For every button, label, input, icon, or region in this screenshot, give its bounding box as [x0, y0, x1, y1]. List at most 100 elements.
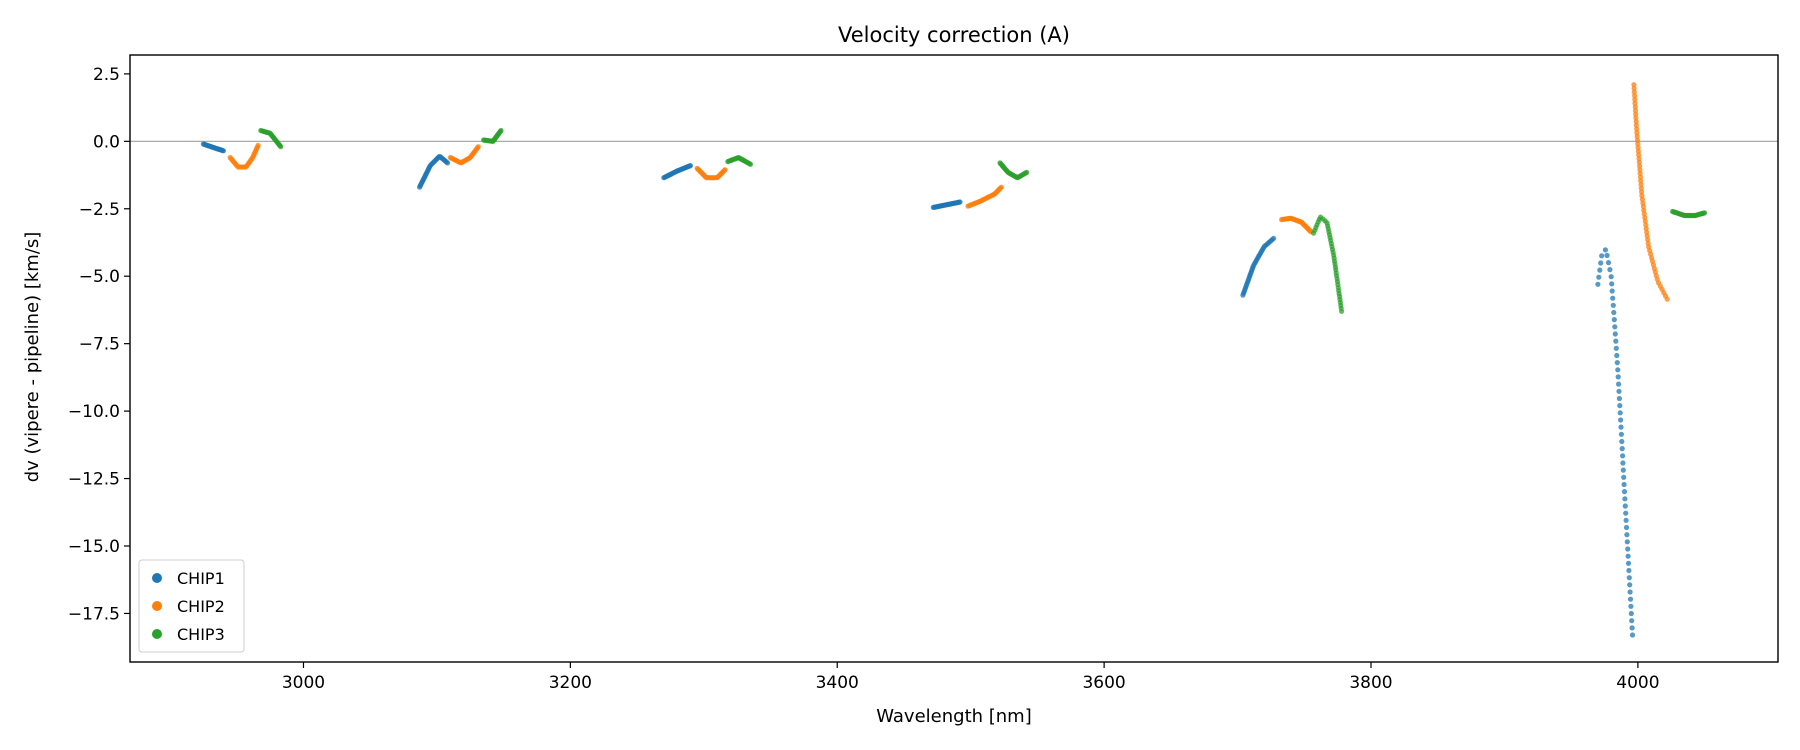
data-point [1609, 288, 1615, 294]
data-point [722, 167, 728, 173]
legend-label: CHIP2 [177, 597, 225, 616]
data-point [1608, 274, 1614, 280]
x-tick-label: 3400 [816, 673, 859, 693]
data-point [1595, 281, 1601, 287]
data-point [1610, 295, 1616, 301]
data-point [957, 199, 963, 205]
data-point [1339, 308, 1345, 314]
data-point [1634, 137, 1641, 143]
series-chip1 [200, 141, 1636, 638]
data-point [1611, 309, 1617, 316]
data-point [1615, 367, 1621, 373]
data-point [1635, 148, 1641, 154]
data-point [1631, 89, 1637, 95]
data-point [1628, 610, 1634, 617]
data-point [1609, 281, 1615, 287]
x-tick-label: 4000 [1616, 673, 1659, 693]
legend-marker [152, 573, 162, 583]
data-point [475, 144, 481, 150]
data-point [1614, 360, 1620, 366]
data-point [1621, 474, 1627, 480]
data-point [1633, 119, 1639, 125]
data-point [1620, 460, 1626, 466]
data-point [1620, 453, 1626, 459]
data-point [1598, 260, 1604, 266]
data-point [1638, 181, 1644, 188]
x-tick-label: 3800 [1349, 673, 1392, 693]
data-point [1636, 152, 1642, 158]
data-point [1596, 274, 1602, 280]
y-tick-label: −15.0 [68, 537, 120, 557]
data-point [1604, 252, 1610, 259]
data-point [1633, 111, 1639, 117]
data-point [747, 161, 754, 167]
series-chip3 [258, 127, 1708, 314]
data-point [1615, 374, 1621, 380]
legend: CHIP1 CHIP2 CHIP3 [138, 559, 245, 653]
data-point [1597, 267, 1603, 273]
legend-box [138, 559, 245, 653]
data-point [1634, 126, 1640, 132]
data-point [1614, 352, 1620, 359]
data-point [1622, 496, 1628, 502]
data-point [1632, 93, 1638, 99]
data-point [1638, 178, 1644, 184]
data-point [1627, 589, 1633, 595]
data-point [1634, 133, 1640, 140]
data-point [1619, 438, 1625, 445]
data-point [1624, 539, 1630, 545]
data-point [1627, 596, 1634, 602]
data-point [1631, 82, 1637, 88]
y-tick-label: −10.0 [68, 402, 120, 422]
data-points [200, 82, 1708, 638]
data-point [1602, 247, 1608, 253]
y-tick-label: −17.5 [68, 604, 120, 624]
data-point [1611, 317, 1617, 323]
data-point [1624, 532, 1630, 538]
data-point [1636, 159, 1642, 165]
data-point [1605, 260, 1612, 266]
data-point [1612, 331, 1618, 337]
data-point [1627, 582, 1633, 588]
y-tick-label: −7.5 [79, 335, 120, 355]
chart-title: Velocity correction (A) [838, 23, 1070, 47]
y-axis-title: dv (vipere - pipeline) [km/s] [22, 232, 43, 483]
x-tick-label: 3000 [282, 673, 325, 693]
data-point [1625, 560, 1632, 566]
data-point [1271, 235, 1277, 241]
data-point [1618, 431, 1624, 437]
data-point [998, 184, 1005, 190]
x-tick-label: 3200 [549, 673, 592, 693]
legend-label: CHIP1 [177, 569, 225, 588]
data-point [498, 127, 504, 134]
data-point [1638, 185, 1644, 191]
data-point [1635, 141, 1641, 147]
data-point [1623, 510, 1629, 516]
data-point [1616, 395, 1622, 402]
data-point [1664, 296, 1670, 302]
data-point [1632, 100, 1638, 106]
data-point [1637, 167, 1643, 173]
data-point [1616, 388, 1622, 394]
data-point [445, 160, 451, 166]
y-tick-label: −2.5 [79, 200, 120, 220]
y-tick-label: −12.5 [68, 470, 120, 490]
data-point [1626, 567, 1632, 574]
plot-area-frame [129, 54, 1779, 663]
y-tick-label: 0.0 [93, 132, 120, 152]
data-point [1631, 85, 1637, 91]
data-point [1613, 338, 1619, 344]
data-point [1616, 381, 1622, 387]
x-axis-ticks: 3000 3200 3400 3600 3800 4000 [282, 662, 1660, 693]
data-point [1626, 575, 1632, 581]
data-point [1632, 104, 1638, 110]
data-point [1625, 546, 1631, 552]
data-point [1633, 122, 1639, 128]
data-point [1618, 424, 1624, 430]
data-point [1024, 169, 1030, 175]
data-point [1607, 267, 1613, 273]
data-point [1632, 96, 1638, 103]
legend-label: CHIP3 [177, 625, 225, 644]
data-point [1629, 632, 1636, 638]
